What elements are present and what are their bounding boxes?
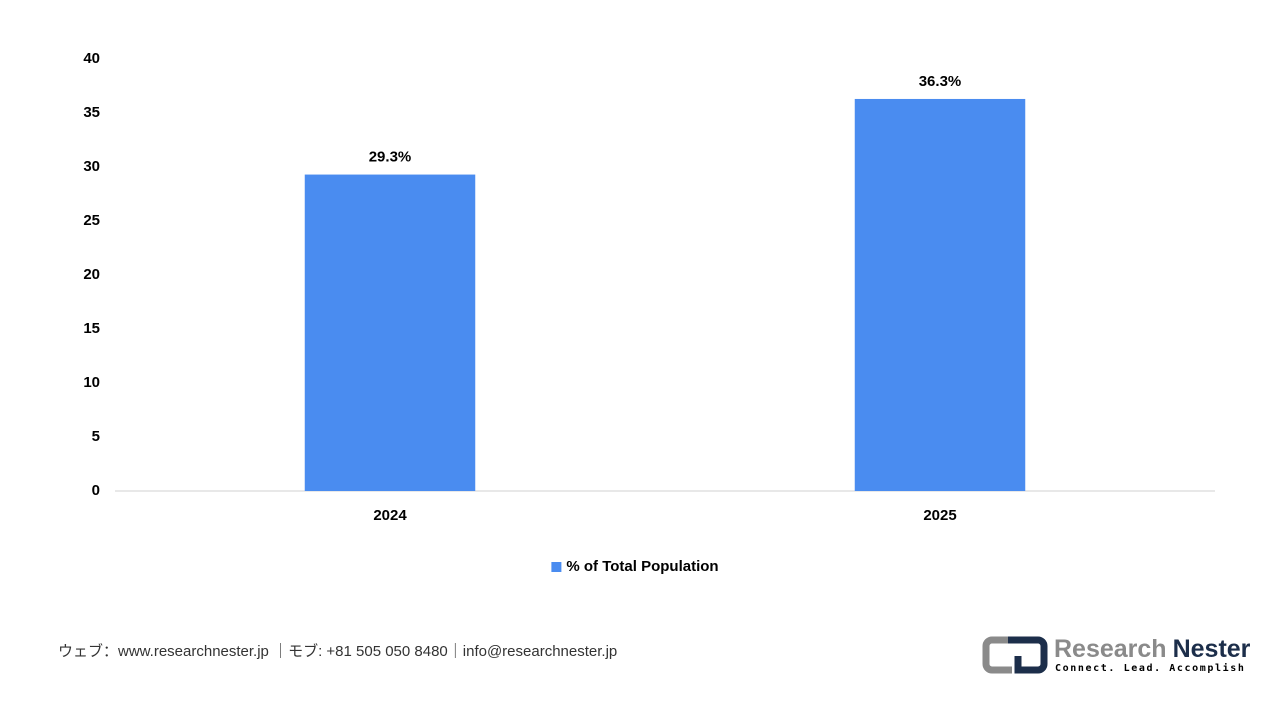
y-tick-label: 20 — [83, 266, 100, 283]
y-tick-label: 30 — [83, 158, 100, 175]
footer-contact: ウェブ：www.researchnester.jp ｜モブ: +81 505 0… — [58, 642, 617, 660]
legend-swatch — [551, 562, 562, 572]
y-tick-label: 25 — [83, 212, 100, 229]
logo-name-part: Research — [1054, 635, 1167, 663]
logo-tagline: Connect. Lead. Accomplish — [1055, 662, 1246, 674]
legend-label: % of Total Population — [566, 558, 718, 575]
y-tick-label: 0 — [92, 482, 100, 499]
x-tick-label: 2025 — [923, 507, 956, 524]
legend: % of Total Population — [551, 558, 719, 575]
value-label: 29.3% — [369, 149, 412, 166]
logo-icon-left — [982, 636, 1012, 674]
logo-name-part: Nester — [1173, 635, 1251, 663]
bar — [854, 98, 1026, 492]
value-label: 36.3% — [919, 73, 962, 90]
x-tick-label: 2024 — [373, 507, 407, 524]
logo: Research Nester Connect. Lead. Accomplish — [982, 635, 1251, 674]
y-tick-label: 35 — [83, 104, 100, 121]
y-tick-label: 40 — [83, 50, 100, 67]
y-tick-label: 5 — [92, 428, 100, 445]
y-tick-label: 15 — [83, 320, 100, 337]
logo-icon-right — [1008, 636, 1048, 674]
logo-name: Research Nester — [1054, 635, 1251, 663]
y-tick-label: 10 — [83, 374, 100, 391]
bar — [304, 174, 476, 491]
